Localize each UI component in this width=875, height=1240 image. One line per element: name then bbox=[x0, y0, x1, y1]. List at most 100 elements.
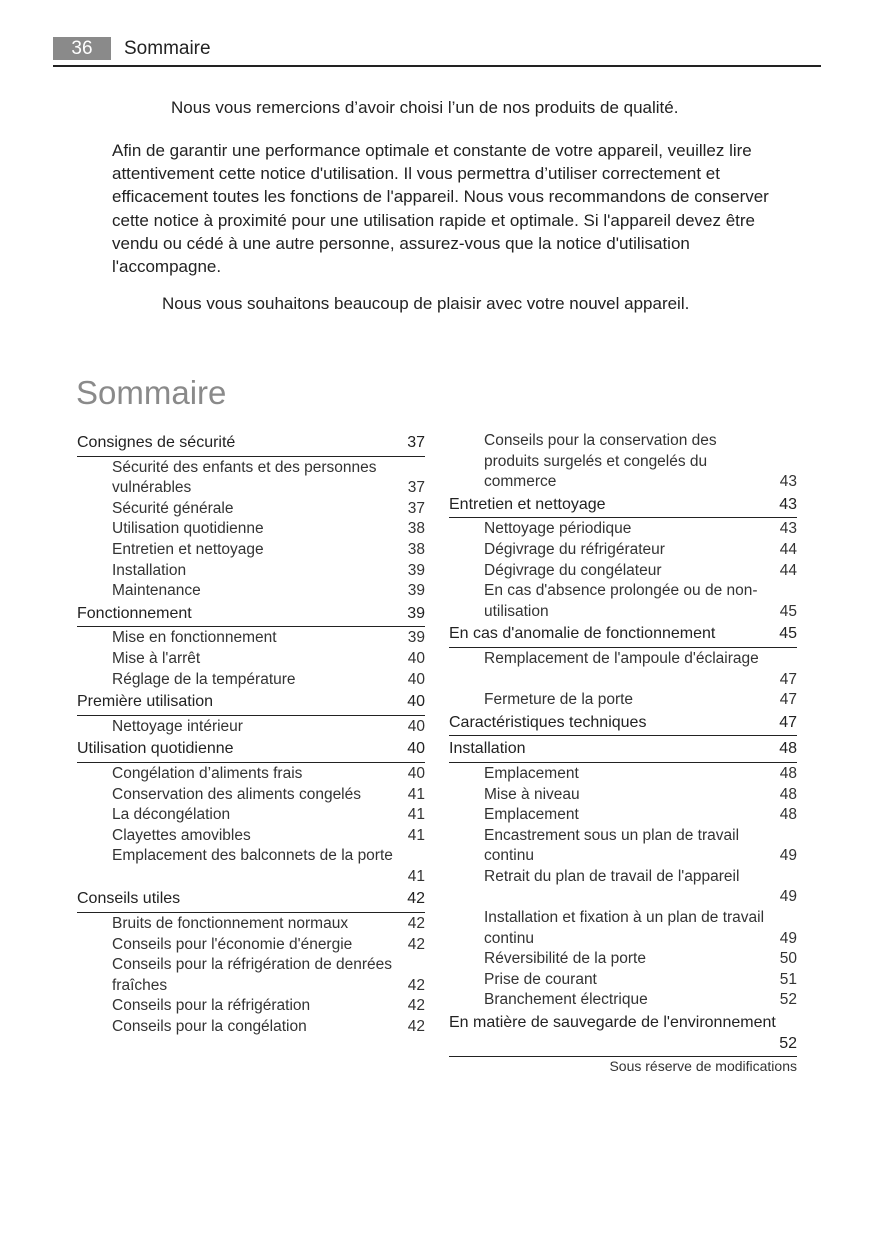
toc-subsection-entry[interactable]: Conseils pour la réfrigération de denrée… bbox=[77, 955, 425, 996]
toc-entry-page: 40 bbox=[407, 764, 425, 782]
toc-subsection-entry[interactable]: Sécurité générale 37 bbox=[77, 499, 425, 520]
toc-section-entry[interactable]: Installation 48 bbox=[449, 737, 797, 763]
toc-entry-page: 49 bbox=[779, 847, 797, 865]
toc-entry-title: Clayettes amovibles bbox=[112, 826, 251, 844]
toc-entry-title: En cas d'absence prolongée ou de non-uti… bbox=[484, 582, 758, 620]
toc-entry-title: Emplacement des balconnets de la porte bbox=[112, 847, 393, 865]
toc-subsection-entry[interactable]: Fermeture de la porte 47 bbox=[449, 690, 797, 711]
toc-entry-page: 39 bbox=[407, 582, 425, 600]
toc-entry-page: 49 bbox=[779, 888, 797, 906]
toc-entry-page: 43 bbox=[779, 495, 797, 513]
toc-subsection-entry[interactable]: En cas d'absence prolongée ou de non-uti… bbox=[449, 581, 797, 622]
toc-entry-title: Installation bbox=[112, 561, 187, 579]
toc-subsection-entry[interactable]: Sécurité des enfants et des personnes vu… bbox=[77, 458, 425, 499]
toc-entry-page: 38 bbox=[407, 540, 425, 558]
toc-subsection-entry[interactable]: Réversibilité de la porte 50 bbox=[449, 949, 797, 970]
toc-subsection-entry[interactable]: Mise à l'arrêt 40 bbox=[77, 649, 425, 670]
toc-subsection-entry[interactable]: Retrait du plan de travail de l'appareil… bbox=[449, 867, 797, 908]
toc-subsection-entry[interactable]: Entretien et nettoyage 38 bbox=[77, 540, 425, 561]
toc-entry-title: En cas d'anomalie de fonctionnement bbox=[449, 625, 716, 643]
toc-entry-page: 42 bbox=[407, 1018, 425, 1036]
toc-subsection-entry[interactable]: Nettoyage périodique 43 bbox=[449, 519, 797, 540]
toc-column-left: Consignes de sécurité 37 Sécurité des enfa… bbox=[77, 431, 425, 1038]
toc-entry-title: Consignes de sécurité bbox=[77, 434, 236, 451]
toc-entry-page: 37 bbox=[407, 434, 425, 451]
toc-entry-page: 37 bbox=[407, 479, 425, 497]
toc-entry-title: Conseils pour la congélation bbox=[112, 1018, 307, 1036]
toc-subsection-entry[interactable]: Dégivrage du congélateur 44 bbox=[449, 561, 797, 582]
toc-subsection-entry[interactable]: Encastrement sous un plan de travail con… bbox=[449, 826, 797, 867]
toc-subsection-entry[interactable]: Congélation d’aliments frais 40 bbox=[77, 764, 425, 785]
toc-entry-title: Bruits de fonctionnement normaux bbox=[112, 915, 349, 933]
toc-subsection-entry[interactable]: Conservation des aliments congelés 41 bbox=[77, 785, 425, 806]
toc-subsection-entry[interactable]: Mise à niveau 48 bbox=[449, 785, 797, 806]
toc-subsection-entry[interactable]: Dégivrage du réfrigérateur 44 bbox=[449, 540, 797, 561]
toc-section-entry[interactable]: Conseils utiles 42 bbox=[77, 887, 425, 914]
toc-entry-title: Conseils pour la conservation des produi… bbox=[484, 432, 717, 491]
toc-entry-page: 40 bbox=[407, 649, 425, 667]
header-rule bbox=[53, 65, 821, 67]
toc-entry-title: Prise de courant bbox=[484, 970, 597, 988]
toc-section-entry[interactable]: En matière de sauvegarde de l'environnem… bbox=[449, 1011, 797, 1058]
toc-subsection-entry[interactable]: Conseils pour la congélation 42 bbox=[77, 1017, 425, 1038]
toc-subsection-entry[interactable]: Emplacement 48 bbox=[449, 764, 797, 785]
toc-subsection-entry[interactable]: Emplacement des balconnets de la porte 41 bbox=[77, 846, 425, 887]
toc-entry-page: 45 bbox=[779, 625, 797, 643]
toc-subsection-entry[interactable]: Maintenance 39 bbox=[77, 581, 425, 602]
toc-entry-title: Congélation d’aliments frais bbox=[112, 764, 303, 782]
toc-entry-page: 41 bbox=[407, 867, 425, 885]
toc-subsection-entry[interactable]: Bruits de fonctionnement normaux 42 bbox=[77, 914, 425, 935]
toc-entry-title: Entretien et nettoyage bbox=[449, 495, 606, 513]
running-header-title: Sommaire bbox=[124, 38, 211, 59]
toc-entry-title: Mise à l'arrêt bbox=[112, 649, 201, 667]
toc-entry-page: 43 bbox=[779, 473, 797, 491]
toc-entry-title: Utilisation quotidienne bbox=[77, 740, 234, 758]
toc-entry-title: Installation et fixation à un plan de tr… bbox=[484, 909, 765, 947]
toc-entry-page: 52 bbox=[779, 1034, 797, 1052]
toc-subsection-entry[interactable]: Clayettes amovibles 41 bbox=[77, 826, 425, 847]
toc-section-entry[interactable]: En cas d'anomalie de fonctionnement 45 bbox=[449, 622, 797, 648]
toc-entry-page: 39 bbox=[407, 629, 425, 647]
toc-entry-title: Remplacement de l'ampoule d'éclairage bbox=[484, 649, 759, 667]
toc-entry-page: 47 bbox=[779, 691, 797, 709]
toc-subsection-entry[interactable]: La décongélation 41 bbox=[77, 805, 425, 826]
toc-entry-title: Entretien et nettoyage bbox=[112, 540, 264, 558]
toc-subsection-entry[interactable]: Conseils pour la conservation des produi… bbox=[449, 431, 797, 493]
toc-subsection-entry[interactable]: Mise en fonctionnement 39 bbox=[77, 628, 425, 649]
toc-entry-title: Caractéristiques techniques bbox=[449, 713, 647, 731]
toc-entry-page: 42 bbox=[407, 915, 425, 933]
toc-entry-title: La décongélation bbox=[112, 806, 231, 824]
toc-entry-page: 42 bbox=[407, 935, 425, 953]
toc-column-right: Conseils pour la conservation des produi… bbox=[449, 431, 797, 1058]
toc-subsection-entry[interactable]: Utilisation quotidienne 38 bbox=[77, 519, 425, 540]
toc-entry-page: 40 bbox=[407, 717, 425, 735]
toc-subsection-entry[interactable]: Conseils pour la réfrigération 42 bbox=[77, 996, 425, 1017]
toc-entry-title: Mise à niveau bbox=[484, 785, 580, 803]
toc-section-entry[interactable]: Utilisation quotidienne 40 bbox=[77, 737, 425, 763]
footer-note: Sous réserve de modifications bbox=[609, 1058, 797, 1074]
toc-entry-page: 49 bbox=[779, 929, 797, 947]
toc-entry-page: 42 bbox=[407, 976, 425, 994]
toc-entry-title: Retrait du plan de travail de l'appareil bbox=[484, 867, 740, 885]
toc-section-entry[interactable]: Première utilisation 40 bbox=[77, 690, 425, 716]
toc-subsection-entry[interactable]: Emplacement 48 bbox=[449, 805, 797, 826]
toc-section-entry[interactable]: Consignes de sécurité 37 bbox=[77, 431, 425, 457]
toc-subsection-entry[interactable]: Conseils pour l'économie d'énergie 42 bbox=[77, 935, 425, 956]
toc-subsection-entry[interactable]: Installation 39 bbox=[77, 561, 425, 582]
toc-entry-title: Encastrement sous un plan de travail con… bbox=[484, 826, 740, 865]
toc-section-entry[interactable]: Entretien et nettoyage 43 bbox=[449, 493, 797, 519]
toc-entry-page: 47 bbox=[779, 670, 797, 688]
toc-subsection-entry[interactable]: Remplacement de l'ampoule d'éclairage 47 bbox=[449, 649, 797, 690]
toc-section-entry[interactable]: Caractéristiques techniques 47 bbox=[449, 711, 797, 737]
toc-subsection-entry[interactable]: Installation et fixation à un plan de tr… bbox=[449, 908, 797, 949]
toc-entry-page: 51 bbox=[779, 970, 797, 988]
toc-entry-page: 48 bbox=[779, 785, 797, 803]
toc-entry-page: 40 bbox=[407, 693, 425, 711]
intro-paragraph: Afin de garantir une performance optimal… bbox=[112, 141, 769, 277]
toc-section-entry[interactable]: Fonctionnement 39 bbox=[77, 602, 425, 628]
toc-subsection-entry[interactable]: Branchement électrique 52 bbox=[449, 990, 797, 1011]
toc-subsection-entry[interactable]: Prise de courant 51 bbox=[449, 970, 797, 991]
toc-subsection-entry[interactable]: Réglage de la température 40 bbox=[77, 670, 425, 691]
toc-subsection-entry[interactable]: Nettoyage intérieur 40 bbox=[77, 717, 425, 738]
toc-entry-page: 48 bbox=[779, 806, 797, 824]
